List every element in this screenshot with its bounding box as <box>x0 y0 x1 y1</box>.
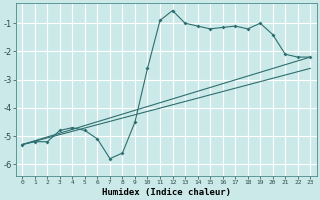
X-axis label: Humidex (Indice chaleur): Humidex (Indice chaleur) <box>102 188 231 197</box>
